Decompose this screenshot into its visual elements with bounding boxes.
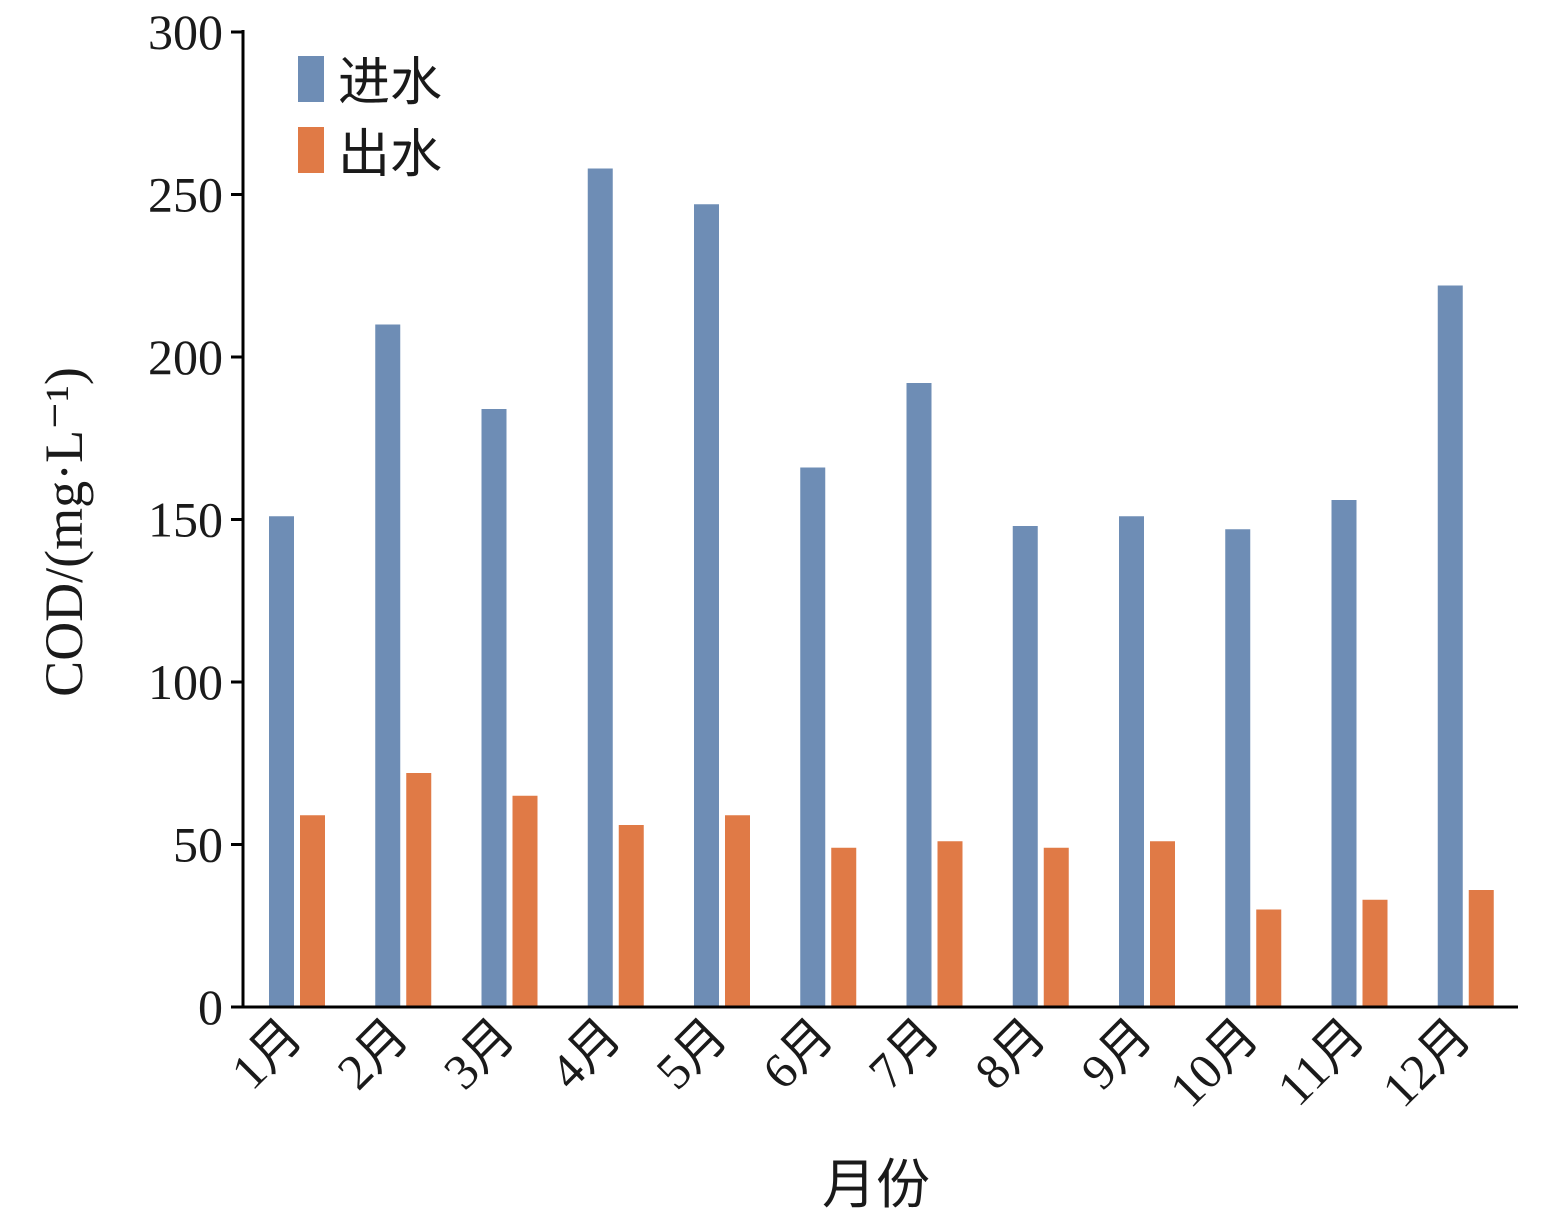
bar-outflow-11	[1362, 899, 1388, 1007]
bar-inflow-12	[1437, 285, 1463, 1007]
legend-label-outflow: 出水	[338, 127, 442, 184]
x-category-label-6: 6月	[751, 1007, 844, 1100]
x-category-label-9: 9月	[1070, 1007, 1163, 1100]
y-tick-label-5: 250	[148, 167, 223, 223]
x-category-label-1: 1月	[220, 1007, 313, 1100]
bar-outflow-9	[1150, 841, 1175, 1007]
x-category-label-2: 2月	[326, 1007, 419, 1100]
y-axis-ticks: 0 50 100 150 200 250 300	[148, 4, 243, 1035]
y-tick-label-1: 50	[173, 817, 223, 873]
x-category-label-4: 4月	[539, 1007, 632, 1100]
y-tick-label-2: 100	[148, 654, 223, 710]
legend-swatch-inflow	[298, 56, 324, 102]
bar-outflow-1	[300, 815, 325, 1007]
x-category-label-5: 5月	[645, 1007, 738, 1100]
bar-inflow-1	[269, 516, 294, 1007]
bar-outflow-2	[406, 773, 432, 1007]
x-category-label-7: 7月	[858, 1007, 951, 1100]
legend: 进水 出水	[298, 55, 442, 184]
bar-inflow-10	[1225, 529, 1251, 1007]
bar-inflow-2	[375, 324, 401, 1007]
x-axis-title: 月份	[822, 1155, 930, 1215]
y-tick-label-3: 150	[148, 492, 223, 548]
x-category-label-3: 3月	[433, 1007, 526, 1100]
bar-inflow-6	[800, 467, 826, 1007]
x-category-label-12: 12月	[1371, 1007, 1481, 1117]
y-tick-label-0: 0	[198, 979, 223, 1035]
bar-inflow-5	[694, 204, 719, 1007]
bar-inflow-3	[481, 409, 507, 1007]
y-tick-label-4: 200	[148, 329, 223, 385]
bar-outflow-7	[937, 841, 963, 1007]
bar-outflow-4	[618, 825, 644, 1007]
bar-inflow-8	[1012, 526, 1038, 1007]
legend-label-inflow: 进水	[338, 55, 442, 112]
y-tick-label-6: 300	[148, 4, 223, 60]
bar-outflow-5	[725, 815, 750, 1007]
bar-outflow-8	[1043, 847, 1069, 1007]
bar-inflow-11	[1331, 500, 1357, 1007]
bars-group	[269, 168, 1494, 1007]
legend-swatch-outflow	[298, 127, 324, 173]
bar-inflow-4	[587, 168, 613, 1007]
bar-outflow-12	[1468, 890, 1494, 1007]
bar-outflow-3	[512, 795, 538, 1007]
bar-outflow-6	[831, 847, 857, 1007]
y-axis-title: COD/(mg·L⁻¹)	[34, 367, 94, 697]
x-category-label-8: 8月	[964, 1007, 1057, 1100]
bar-inflow-9	[1119, 516, 1144, 1007]
bar-outflow-10	[1256, 909, 1282, 1007]
x-category-label-10: 10月	[1159, 1007, 1269, 1117]
x-category-label-11: 11月	[1266, 1007, 1375, 1116]
bar-inflow-7	[906, 383, 932, 1007]
